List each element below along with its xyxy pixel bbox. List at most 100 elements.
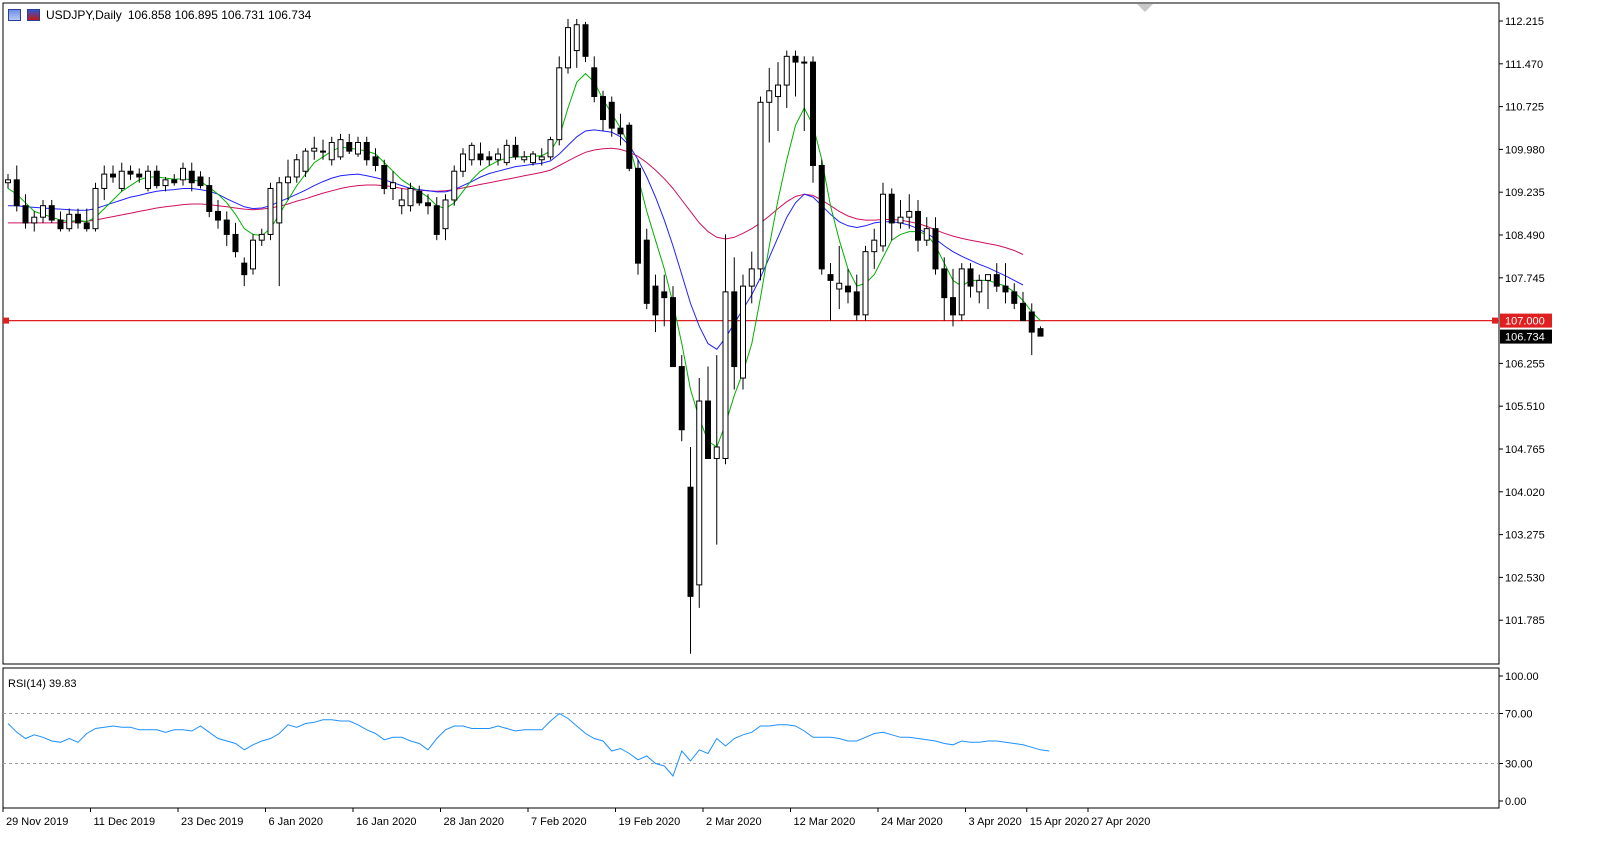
candle [276,176,283,287]
time-tick-label: 24 Mar 2020 [881,816,943,828]
candle-body [258,233,265,241]
candle [538,148,545,166]
candle [425,194,431,215]
candle [652,274,659,333]
candle [827,263,834,321]
candle [31,211,38,232]
candle [923,217,930,246]
candle-body [451,170,458,201]
candle [5,174,11,189]
candle-body [442,199,449,230]
candle [372,148,379,172]
candle-body [83,222,90,230]
candle-body [993,274,1000,287]
candle-body [425,202,431,207]
current-price-tag [1500,329,1552,344]
candle-body [407,187,414,207]
candle [223,211,230,246]
candle-body [416,190,423,204]
candle [530,151,536,166]
candle [363,136,370,166]
chart-type-icon[interactable] [27,9,40,21]
candle-body [302,150,309,172]
ma-mid-line [8,129,1024,350]
candle-body [556,67,563,141]
candle [626,122,633,172]
candle-body [1020,302,1026,322]
candle [670,286,676,368]
candle-body [477,153,484,161]
candle [915,199,921,252]
candle-body [1011,291,1018,304]
candle-body [696,400,703,586]
candle [958,263,965,321]
chart-shift-marker-icon[interactable] [1137,4,1153,12]
candle-body [40,205,46,218]
candle [460,148,466,177]
chart-window-icon[interactable] [8,9,21,21]
level-line-group[interactable] [3,317,1499,324]
candle-body [731,291,738,368]
candle [232,222,239,258]
candle [573,18,580,68]
time-axis: 29 Nov 2019 11 Dec 2019 23 Dec 2019 6 Jan 2… [2,808,1150,828]
candle-body [626,124,633,169]
candle-body [687,486,694,597]
candle-body [888,193,895,224]
time-tick-label: 16 Jan 2020 [356,816,417,828]
candle-body [153,170,160,187]
candle-body [145,170,151,189]
candle [853,274,860,321]
candle [22,194,29,229]
time-tick-label: 29 Nov 2019 [6,816,68,828]
candle [731,257,738,390]
candle [722,234,729,465]
candle-body [643,239,650,304]
candle [521,151,528,163]
candle-body [512,144,519,158]
candle-body [836,282,843,290]
candle [320,139,326,160]
candle-body [827,274,834,281]
candle [696,378,703,608]
candle [355,136,361,157]
main-price-pane [2,2,1500,665]
candle-body [101,173,108,189]
price-tick-label: 109.980 [1505,144,1545,156]
candle [1037,326,1044,337]
candle [845,268,851,304]
candle [346,133,353,154]
candle [976,274,983,304]
candle-body [748,268,755,287]
level-line-handle-left[interactable] [3,317,9,324]
candle [110,165,116,183]
candle [547,136,554,160]
level-line-handle-right[interactable] [1492,317,1498,324]
candle [302,148,309,177]
price-tick-label: 107.745 [1505,273,1545,285]
time-tick-label: 19 Feb 2020 [619,816,681,828]
candle-body [110,173,116,178]
candle [582,21,589,63]
candle [328,136,335,166]
price-tick-label: 104.765 [1505,444,1545,456]
candle [118,162,125,192]
candle [153,165,160,189]
rsi-line [7,712,1050,777]
candle-body [206,185,213,212]
rsi-indicator: 100.00 70.00 30.00 0.00 [3,671,1539,808]
candle [862,245,869,321]
price-tick-label: 103.275 [1505,530,1545,542]
candle [906,194,913,229]
candle [818,159,825,275]
candle-body [897,216,904,224]
candle [941,257,948,321]
candle-body [635,167,641,264]
candle-body [573,24,580,52]
candle-body [1028,311,1035,333]
candle-body [932,228,939,270]
candle-body [705,400,711,459]
candle [442,194,449,241]
candle-body [433,205,440,235]
